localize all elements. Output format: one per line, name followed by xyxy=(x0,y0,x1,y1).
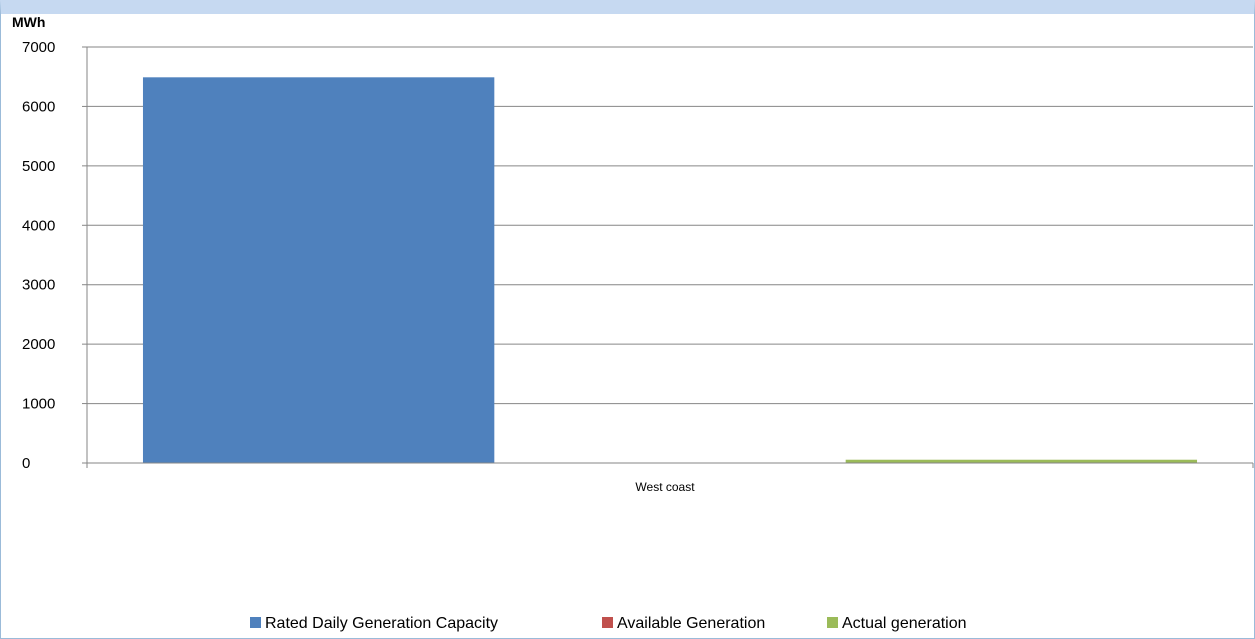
legend-label: Available Generation xyxy=(617,615,765,632)
y-axis-ticks: 0 1000 2000 3000 4000 5000 6000 7000 xyxy=(22,39,87,472)
y-tick-label: 1000 xyxy=(22,396,55,413)
y-axis-title: MWh xyxy=(12,14,45,30)
y-tick-label: 3000 xyxy=(22,277,55,294)
legend-label: Actual generation xyxy=(842,615,967,632)
y-tick-label: 6000 xyxy=(22,98,55,115)
y-tick-label: 7000 xyxy=(22,39,55,56)
y-tick-label: 4000 xyxy=(22,217,55,234)
y-tick-label: 2000 xyxy=(22,336,55,353)
category-labels: West coast xyxy=(86,463,1254,494)
legend: Rated Daily Generation Capacity Available… xyxy=(250,615,967,632)
x-category-label: West coast xyxy=(635,480,695,494)
legend-label: Rated Daily Generation Capacity xyxy=(265,615,498,632)
legend-swatch xyxy=(827,617,838,628)
legend-swatch xyxy=(602,617,613,628)
y-tick-label: 0 xyxy=(22,455,30,472)
bar xyxy=(845,459,1198,463)
y-tick-label: 5000 xyxy=(22,158,55,175)
bars xyxy=(142,77,1198,464)
bar xyxy=(142,77,495,464)
legend-swatch xyxy=(250,617,261,628)
